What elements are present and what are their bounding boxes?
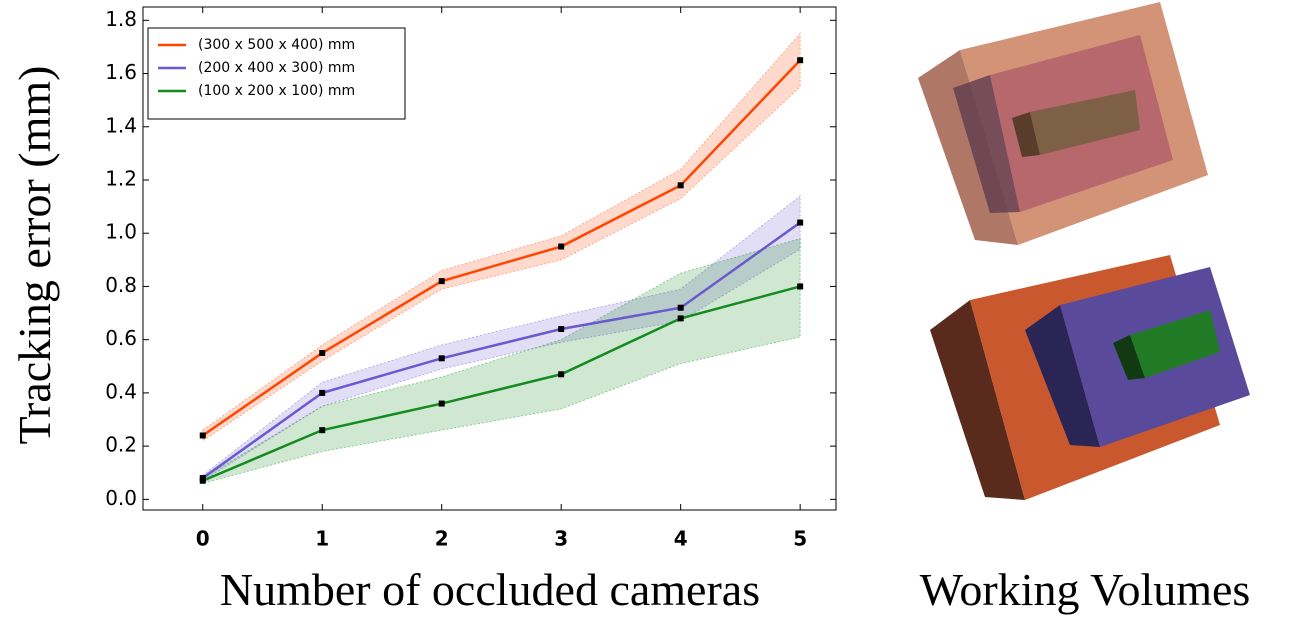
volumes-illustration	[918, 2, 1250, 500]
x-tick-label: 5	[793, 527, 807, 551]
legend-label: (300 x 500 x 400) mm	[198, 37, 355, 53]
y-tick-label: 1.4	[105, 113, 137, 137]
point-marker	[797, 220, 803, 226]
point-marker	[558, 326, 564, 332]
y-tick-label: 1.2	[105, 166, 137, 190]
figure: 0.0 0.2 0.4 0.6 0.8 1.0 1.2 1.4 1.6 1.8 0 1 2 3 4 5 (300…	[0, 0, 1304, 617]
point-marker	[678, 182, 684, 188]
y-tick-label: 0.4	[105, 379, 137, 403]
y-tick-label: 0.8	[105, 273, 137, 297]
point-marker	[797, 57, 803, 63]
point-marker	[797, 283, 803, 289]
x-tick-label: 3	[554, 527, 568, 551]
y-axis-label: Tracking error (mm)	[9, 66, 60, 445]
y-tick-label: 0.0	[105, 486, 137, 510]
x-tick-label: 4	[674, 527, 688, 551]
y-tick-label: 1.8	[105, 7, 137, 31]
point-marker	[319, 427, 325, 433]
x-axis-label: Number of occluded cameras	[220, 564, 760, 615]
error-band	[203, 239, 800, 484]
legend: (300 x 500 x 400) mm (200 x 400 x 300) mm…	[148, 28, 405, 119]
point-marker	[200, 478, 206, 484]
point-marker	[439, 355, 445, 361]
legend-label: (100 x 200 x 100) mm	[198, 83, 355, 99]
y-tick-label: 1.6	[105, 60, 137, 84]
side-label: Working Volumes	[920, 564, 1251, 615]
y-tick-label: 0.6	[105, 326, 137, 350]
point-marker	[439, 401, 445, 407]
point-marker	[678, 315, 684, 321]
point-marker	[319, 390, 325, 396]
point-marker	[558, 244, 564, 250]
x-tick-label: 0	[196, 527, 210, 551]
x-tick-label: 2	[435, 527, 449, 551]
y-tick-label: 0.2	[105, 433, 137, 457]
point-marker	[558, 371, 564, 377]
point-marker	[678, 305, 684, 311]
y-tick-label: 1.0	[105, 220, 137, 244]
x-tick-label: 1	[315, 527, 329, 551]
point-marker	[319, 350, 325, 356]
point-marker	[439, 278, 445, 284]
axes-layer: 0.0 0.2 0.4 0.6 0.8 1.0 1.2 1.4 1.6 1.8 0 1 2 3 4 5 (300…	[105, 7, 836, 551]
legend-label: (200 x 400 x 300) mm	[198, 60, 355, 76]
point-marker	[200, 432, 206, 438]
